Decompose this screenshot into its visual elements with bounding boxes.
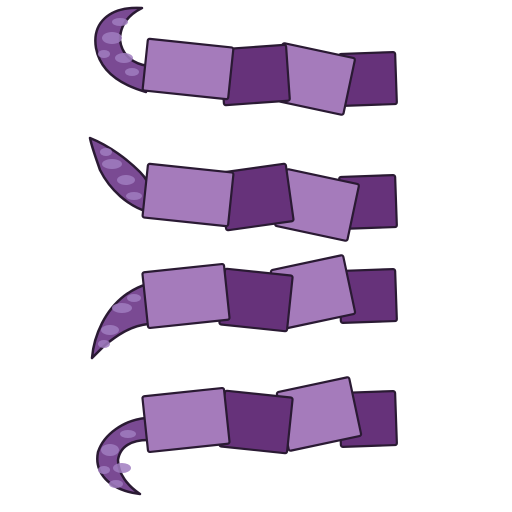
tail-segment-light <box>141 386 231 454</box>
tail-frame-2-raised <box>88 136 398 242</box>
tail-tip-mottle <box>98 340 110 348</box>
tail-tip-mottle <box>109 480 123 488</box>
tail-tip-mottle <box>102 159 122 169</box>
tail-tip-mottle <box>100 148 112 156</box>
tail-segment-light <box>141 162 235 228</box>
tail-tip-mottle <box>127 294 141 302</box>
tail-frame-4-curled-down <box>96 376 398 496</box>
tail-segment-dark <box>218 389 294 455</box>
tail-tip-mottle <box>112 18 128 26</box>
tail-tip-mottle <box>126 192 142 200</box>
tail-tip-mottle <box>101 325 119 335</box>
tail-tip <box>96 416 150 496</box>
tail-tip-mottle <box>120 430 136 438</box>
tail-tip-mottle <box>102 32 122 44</box>
tail-segment-light <box>141 262 231 330</box>
tail-tip-mottle <box>117 175 135 185</box>
tail-tip-mottle <box>98 50 110 58</box>
tail-tip-mottle <box>115 53 133 63</box>
tail-tip-mottle <box>125 68 139 76</box>
tail-tip <box>90 282 150 360</box>
tail-segment-light <box>141 37 235 101</box>
tail-frame-3-lowered <box>90 254 398 360</box>
tail-tip <box>88 136 154 214</box>
tail-segment-dark <box>218 267 294 333</box>
tail-tip-mottle <box>98 466 110 474</box>
tail-tip-mottle <box>112 303 132 313</box>
tail-tip-mottle <box>113 463 131 473</box>
tail-frame-1-curled-up <box>94 6 398 116</box>
tail-tip-mottle <box>101 444 119 456</box>
